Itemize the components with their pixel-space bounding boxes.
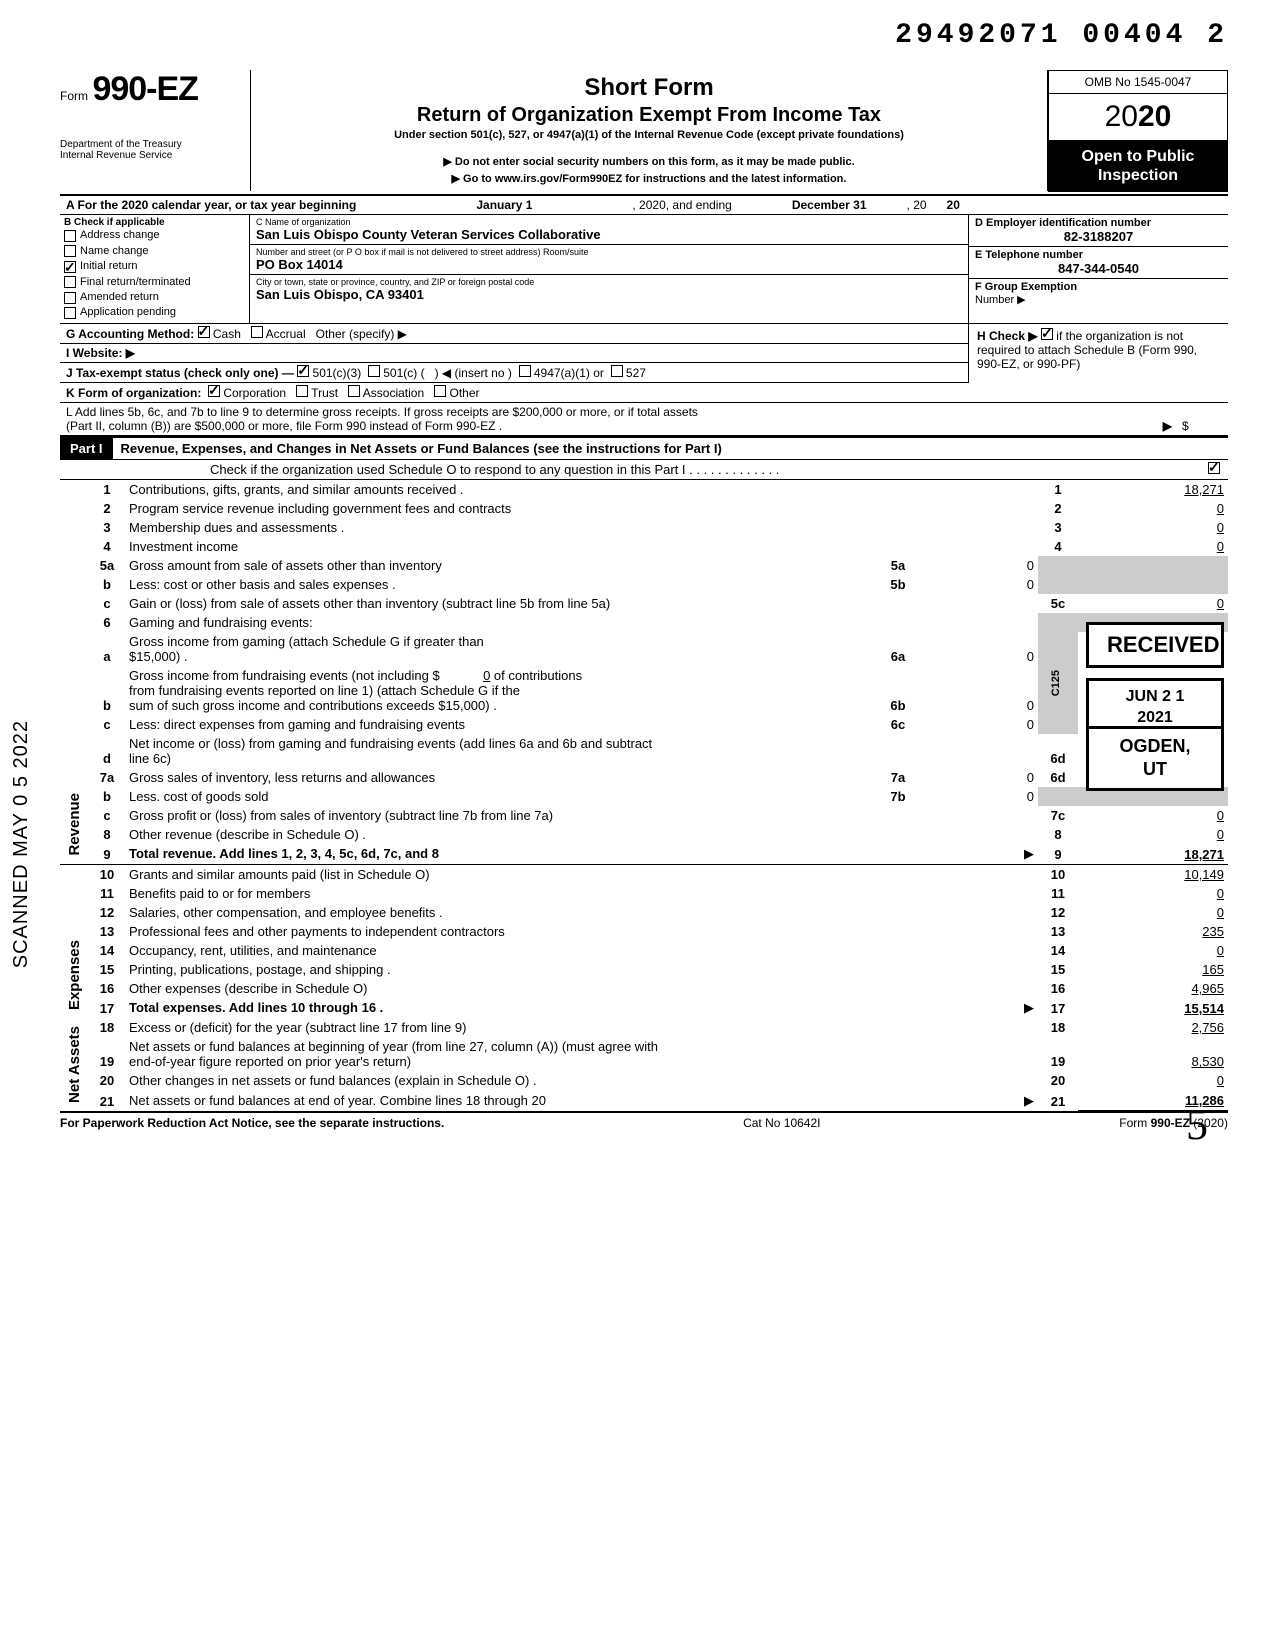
line-14-amount: 0 <box>1078 941 1228 960</box>
line-15-amount: 165 <box>1078 960 1228 979</box>
corp-checkbox[interactable] <box>208 385 220 397</box>
open-to-public: Open to PublicInspection <box>1048 141 1228 192</box>
box-def: D Employer identification number82-31882… <box>968 215 1228 322</box>
box-b-checkbox-5[interactable] <box>64 307 76 319</box>
revenue-label: Revenue <box>64 787 85 862</box>
line-i: I Website: ▶ <box>60 344 968 363</box>
line-7b-amount: 0 <box>918 787 1038 806</box>
line-4-amount: 0 <box>1078 537 1228 556</box>
box-b-label-5: Application pending <box>80 305 176 320</box>
box-b-checkbox-0[interactable] <box>64 230 76 242</box>
line-5c-amount: 0 <box>1078 594 1228 613</box>
line-j: J Tax-exempt status (check only one) — 5… <box>60 363 968 383</box>
assoc-checkbox[interactable] <box>348 385 360 397</box>
document-id-top: 29492071 00404 2 <box>895 20 1228 51</box>
dept-line2: Internal Revenue Service <box>60 150 250 161</box>
box-b-checkbox-3[interactable] <box>64 276 76 288</box>
netassets-label: Net Assets <box>64 1020 85 1109</box>
ein: 82-3188207 <box>975 229 1222 244</box>
box-b-item-3: Final return/terminated <box>64 275 245 290</box>
line-11-amount: 0 <box>1078 884 1228 903</box>
tax-year: 2020 <box>1048 94 1228 141</box>
org-city: San Luis Obispo, CA 93401 <box>256 287 962 302</box>
form-number: 990-EZ <box>92 70 198 108</box>
box-c: C Name of organization San Luis Obispo C… <box>250 215 968 322</box>
line-16-amount: 4,965 <box>1078 979 1228 998</box>
other-checkbox[interactable] <box>434 385 446 397</box>
form-prefix: Form <box>60 89 88 103</box>
box-b: B Check if applicable Address changeName… <box>60 215 250 322</box>
box-b-label-2: Initial return <box>80 259 137 274</box>
line-7a-amount: 0 <box>918 768 1038 787</box>
line-18-amount: 2,756 <box>1078 1018 1228 1037</box>
527-checkbox[interactable] <box>611 365 623 377</box>
line-g: G Accounting Method: Cash Accrual Other … <box>60 324 968 344</box>
form-lines-table: Revenue 1Contributions, gifts, grants, a… <box>60 480 1228 864</box>
box-b-checkbox-1[interactable] <box>64 245 76 257</box>
line-8-amount: 0 <box>1078 825 1228 844</box>
telephone: 847-344-0540 <box>975 261 1222 276</box>
org-address: PO Box 14014 <box>256 257 962 272</box>
line-6c-amount: 0 <box>918 715 1038 734</box>
line-5b-amount: 0 <box>918 575 1038 594</box>
box-b-item-2: Initial return <box>64 259 245 274</box>
box-b-checkbox-2[interactable] <box>64 261 76 273</box>
box-b-item-1: Name change <box>64 244 245 259</box>
schedule-o-checkbox[interactable] <box>1208 462 1220 474</box>
form-header: Form 990-EZ Department of the Treasury I… <box>60 70 1228 192</box>
line-5a-amount: 0 <box>918 556 1038 575</box>
line-h: H Check ▶ if the organization is not req… <box>968 324 1228 383</box>
expenses-label: Expenses <box>64 934 85 1016</box>
accounting-cash-checkbox[interactable] <box>198 326 210 338</box>
box-b-label-3: Final return/terminated <box>80 275 191 290</box>
box-b-checkbox-4[interactable] <box>64 292 76 304</box>
title-note1: ▶ Do not enter social security numbers o… <box>261 155 1037 168</box>
line-7c-amount: 0 <box>1078 806 1228 825</box>
box-b-item-5: Application pending <box>64 305 245 320</box>
line-20-amount: 0 <box>1078 1071 1228 1090</box>
line-3-amount: 0 <box>1078 518 1228 537</box>
box-b-item-4: Amended return <box>64 290 245 305</box>
c125-stamp: C125 <box>1050 670 1062 696</box>
title-under: Under section 501(c), 527, or 4947(a)(1)… <box>261 129 1037 141</box>
ogden-stamp: OGDEN, UT <box>1086 726 1224 791</box>
title-main: Short Form <box>261 74 1037 102</box>
line-10-amount: 10,149 <box>1078 864 1228 884</box>
line-1-amount: 18,271 <box>1078 480 1228 499</box>
title-note2: ▶ Go to www.irs.gov/Form990EZ for instru… <box>261 172 1037 185</box>
scanned-stamp: SCANNED MAY 0 5 2022 <box>10 720 33 968</box>
line-2-amount: 0 <box>1078 499 1228 518</box>
box-b-label-4: Amended return <box>80 290 159 305</box>
line-19-amount: 8,530 <box>1078 1037 1228 1071</box>
501c3-checkbox[interactable] <box>297 365 309 377</box>
box-b-label-1: Name change <box>80 244 149 259</box>
check-o-line: Check if the organization used Schedule … <box>60 460 1228 480</box>
accounting-accrual-checkbox[interactable] <box>251 326 263 338</box>
received-stamp: RECEIVED <box>1086 622 1224 669</box>
line-9-amount: 18,271 <box>1078 844 1228 864</box>
page-footer: For Paperwork Reduction Act Notice, see … <box>60 1111 1228 1130</box>
title-sub: Return of Organization Exempt From Incom… <box>261 104 1037 127</box>
line-6a-amount: 0 <box>918 632 1038 666</box>
schedule-b-checkbox[interactable] <box>1041 328 1053 340</box>
line-6b-amount: 0 <box>918 666 1038 715</box>
line-l: L Add lines 5b, 6c, and 7b to line 9 to … <box>60 403 1228 437</box>
trust-checkbox[interactable] <box>296 385 308 397</box>
box-b-item-0: Address change <box>64 228 245 243</box>
4947-checkbox[interactable] <box>519 365 531 377</box>
501c-checkbox[interactable] <box>368 365 380 377</box>
box-b-label-0: Address change <box>80 228 160 243</box>
dept-line1: Department of the Treasury <box>60 139 250 150</box>
line-17-amount: 15,514 <box>1078 998 1228 1018</box>
part-1-header: Part I Revenue, Expenses, and Changes in… <box>60 437 1228 460</box>
period-line: A For the 2020 calendar year, or tax yea… <box>60 196 1228 215</box>
omb-number: OMB No 1545-0047 <box>1048 70 1228 94</box>
line-k: K Form of organization: Corporation Trus… <box>60 383 1228 403</box>
handwritten-page-number: 5 <box>1186 1099 1208 1150</box>
line-12-amount: 0 <box>1078 903 1228 922</box>
line-13-amount: 235 <box>1078 922 1228 941</box>
org-name: San Luis Obispo County Veteran Services … <box>256 227 962 242</box>
